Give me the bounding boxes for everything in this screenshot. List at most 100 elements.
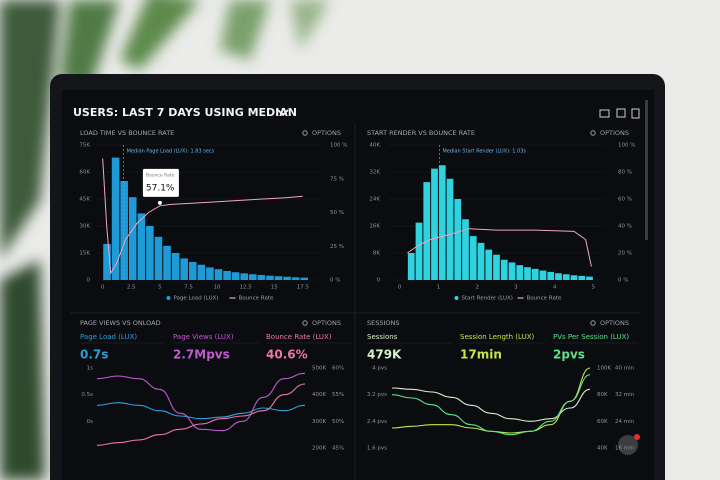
histogram-bar bbox=[266, 275, 274, 280]
histogram-bar bbox=[274, 276, 283, 280]
tick-label: 3.2 pvs bbox=[367, 392, 387, 398]
x-tick-label: 15 bbox=[271, 285, 278, 291]
tick-label: 40K bbox=[369, 143, 380, 149]
series-line bbox=[96, 372, 306, 432]
histogram-bar bbox=[570, 275, 578, 280]
tick-label: 75K bbox=[79, 143, 90, 149]
scrollbar bbox=[645, 100, 648, 240]
histogram-bar bbox=[462, 219, 469, 280]
tick-label: 32K bbox=[369, 170, 380, 176]
panel-title: SESSIONS bbox=[367, 319, 400, 327]
x-tick-label: 1 bbox=[437, 285, 441, 291]
options-icon[interactable] bbox=[302, 130, 308, 136]
tick-label: 15K bbox=[79, 251, 90, 257]
tick-label: 100 % bbox=[618, 143, 635, 149]
tick-label: 200K bbox=[312, 446, 326, 452]
x-tick-label: 2.5 bbox=[127, 285, 136, 291]
metric-value: 479K bbox=[367, 348, 402, 362]
metric-label: Sessions bbox=[367, 333, 398, 341]
tick-label: 45K bbox=[79, 197, 90, 203]
chat-button[interactable] bbox=[618, 435, 638, 455]
metric-value: 17min bbox=[460, 348, 502, 362]
panel-title: LOAD TIME VS BOUNCE RATE bbox=[80, 129, 174, 137]
histogram-bar bbox=[539, 270, 547, 280]
tooltip-value: 57.1% bbox=[146, 183, 175, 193]
bounce-line bbox=[102, 158, 303, 275]
tick-label: 80 % bbox=[618, 170, 632, 176]
histogram-bar bbox=[578, 275, 586, 280]
options-button[interactable]: OPTIONS bbox=[312, 129, 341, 137]
x-tick-label: 0 bbox=[101, 285, 105, 291]
histogram-bar bbox=[477, 242, 485, 280]
legend-label: Start Render (LUX) bbox=[462, 296, 513, 302]
histogram-bar bbox=[555, 273, 562, 280]
histogram-bar bbox=[146, 226, 154, 280]
tick-label: 100 % bbox=[330, 143, 347, 149]
tick-label: 0 % bbox=[618, 278, 628, 284]
x-tick-label: 10 bbox=[214, 285, 221, 291]
histogram-bar bbox=[197, 264, 206, 280]
histogram-bar bbox=[407, 253, 415, 280]
histogram-bar bbox=[214, 269, 223, 280]
options-button[interactable]: OPTIONS bbox=[312, 319, 341, 327]
histogram-bar bbox=[547, 271, 555, 280]
tick-label: 1s bbox=[87, 366, 93, 372]
icon-image[interactable] bbox=[616, 108, 626, 118]
icon-doc[interactable] bbox=[631, 108, 640, 119]
tick-label: 16 min bbox=[615, 446, 635, 452]
tick-label: 60K bbox=[597, 419, 608, 425]
histogram-bar bbox=[431, 168, 438, 280]
series-line bbox=[391, 374, 591, 436]
histogram-bar bbox=[446, 178, 454, 280]
panel-title: PAGE VIEWS VS ONLOAD bbox=[80, 319, 161, 327]
metric-value: 2pvs bbox=[553, 348, 585, 362]
histogram-bar bbox=[493, 254, 500, 280]
options-button[interactable]: OPTIONS bbox=[600, 319, 629, 327]
legend-label: Bounce Rate bbox=[527, 296, 562, 302]
histogram-bar bbox=[562, 274, 570, 280]
histogram-bar bbox=[120, 181, 128, 280]
options-button[interactable]: OPTIONS bbox=[600, 129, 629, 137]
icon-monitor[interactable] bbox=[599, 109, 610, 118]
metric-label: Bounce Rate (LUX) bbox=[266, 333, 332, 341]
histogram-bar bbox=[180, 258, 188, 280]
histogram-bar bbox=[154, 236, 163, 280]
legend-swatch bbox=[166, 296, 171, 300]
metric-label: PVs Per Session (LUX) bbox=[553, 333, 629, 341]
options-icon[interactable] bbox=[302, 320, 308, 326]
tick-label: 400K bbox=[312, 392, 326, 398]
histogram-bar bbox=[423, 182, 431, 280]
tick-label: 25 % bbox=[330, 244, 344, 250]
histogram-bar bbox=[111, 157, 120, 280]
tick-label: 60 % bbox=[618, 197, 632, 203]
median-label: Median Start Render (LUX): 1.03s bbox=[443, 149, 527, 155]
x-tick-label: 0 bbox=[398, 285, 402, 291]
histogram-bar bbox=[516, 265, 524, 280]
histogram-bar bbox=[508, 262, 516, 280]
tick-label: 40K bbox=[597, 446, 608, 452]
x-tick-label: 4 bbox=[553, 285, 557, 291]
metric-value: 40.6% bbox=[266, 348, 308, 362]
tick-label: 0 % bbox=[330, 278, 340, 284]
histogram-bar bbox=[249, 274, 257, 280]
options-icon[interactable] bbox=[590, 320, 596, 326]
screen bbox=[62, 90, 654, 480]
x-tick-label: 7.5 bbox=[184, 285, 193, 291]
tick-label: 0.5s bbox=[81, 392, 93, 398]
dashboard-title: USERS: LAST 7 DAYS USING MEDIAN bbox=[73, 106, 297, 119]
tooltip-point bbox=[157, 200, 162, 205]
tick-label: 50 % bbox=[330, 210, 344, 216]
tick-label: 4 pvs bbox=[372, 366, 387, 372]
tick-label: 20 % bbox=[618, 251, 632, 257]
tick-label: 16K bbox=[369, 224, 380, 230]
dropdown-chevron[interactable] bbox=[277, 109, 289, 117]
histogram-bar bbox=[206, 267, 214, 280]
metric-label: Page Views (LUX) bbox=[173, 333, 234, 341]
options-icon[interactable] bbox=[590, 130, 596, 136]
histogram-bar bbox=[469, 236, 477, 280]
histogram-bar bbox=[500, 259, 508, 280]
tick-label: 40 % bbox=[618, 224, 632, 230]
histogram-bar bbox=[128, 197, 137, 280]
x-tick-label: 5 bbox=[158, 285, 162, 291]
